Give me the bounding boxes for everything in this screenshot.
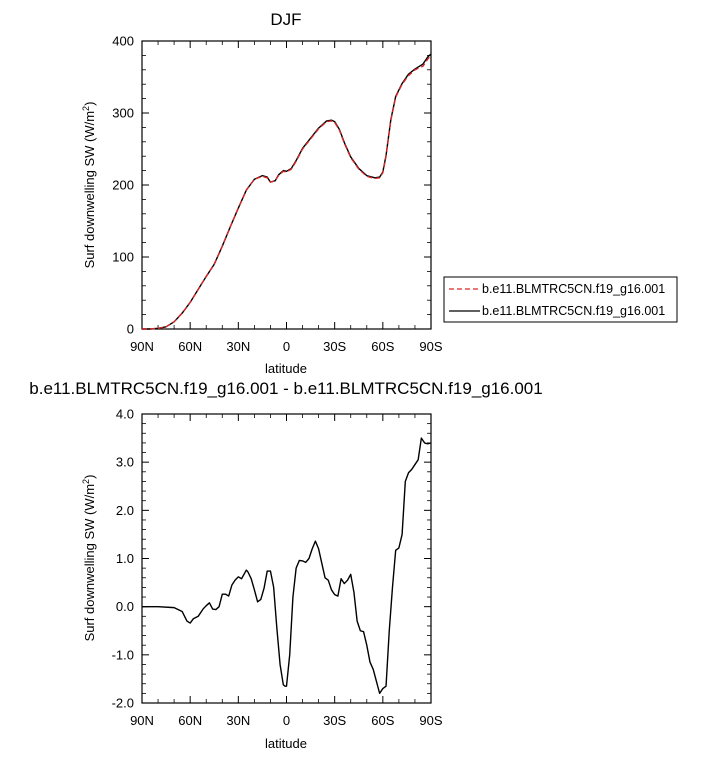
top-series-line-1	[142, 54, 432, 330]
top-y-tick-label: 400	[112, 34, 134, 49]
bottom-x-tick-label: 60S	[371, 713, 394, 728]
bottom-x-tick-label: 0	[283, 713, 290, 728]
bottom-y-tick-label: 2.0	[116, 503, 134, 518]
bottom-x-tick-label: 30S	[323, 713, 346, 728]
bottom-y-axis-label: Surf downwelling SW (W/m2)	[81, 475, 97, 642]
top-series-line-2	[142, 53, 432, 330]
bottom-y-tick-label: -2.0	[112, 696, 134, 711]
top-y-tick-label: 200	[112, 178, 134, 193]
top-plot-frame	[141, 40, 432, 330]
legend: b.e11.BLMTRC5CN.f19_g16.001 b.e11.BLMTRC…	[443, 276, 678, 323]
top-x-tick-label: 60S	[371, 339, 394, 354]
bottom-series-lines	[142, 437, 432, 695]
top-x-tick-label: 30N	[226, 339, 250, 354]
legend-box	[443, 276, 678, 323]
top-panel: DJF 90N 60N 30N 0 30S 60S 90S 0 100 200 300 400 lat…	[81, 10, 678, 376]
bottom-y-axis-label-base: Surf downwelling SW (W/m	[82, 484, 97, 641]
top-x-tick-label: 0	[283, 339, 290, 354]
bottom-y-tick-label: -1.0	[112, 647, 134, 662]
bottom-axis-ticks: 90N 60N 30N 0 30S 60S 90S -2.0 -1.0 0.0 1.0 2.0 3.0 4…	[112, 407, 443, 729]
bottom-x-tick-label: 30N	[226, 713, 250, 728]
top-x-tick-label: 90N	[130, 339, 154, 354]
bottom-y-tick-label: 1.0	[116, 551, 134, 566]
top-y-tick-label: 100	[112, 250, 134, 265]
legend-label-series-1: b.e11.BLMTRC5CN.f19_g16.001	[482, 282, 665, 296]
bottom-y-tick-label: 4.0	[116, 407, 134, 422]
top-chart-title: DJF	[270, 10, 301, 29]
top-y-axis-label: Surf downwelling SW (W/m2)	[81, 102, 97, 269]
bottom-x-tick-label: 90S	[419, 713, 442, 728]
bottom-panel: b.e11.BLMTRC5CN.f19_g16.001 - b.e11.BLMT…	[29, 379, 542, 751]
bottom-x-axis-label: latitude	[265, 736, 307, 751]
top-x-tick-label: 60N	[178, 339, 202, 354]
top-y-axis-label-tail: )	[82, 102, 97, 106]
top-x-tick-label: 30S	[323, 339, 346, 354]
top-x-axis-label: latitude	[265, 361, 307, 376]
top-y-axis-label-base: Surf downwelling SW (W/m	[82, 111, 97, 268]
bottom-y-axis-label-sup: 2	[81, 479, 91, 484]
bottom-y-axis-label-tail: )	[82, 475, 97, 479]
legend-label-series-2: b.e11.BLMTRC5CN.f19_g16.001	[482, 304, 665, 318]
top-axis-ticks: 90N 60N 30N 0 30S 60S 90S 0 100 200 300 400	[112, 34, 443, 355]
bottom-x-tick-label: 60N	[178, 713, 202, 728]
bottom-y-tick-label: 0.0	[116, 599, 134, 614]
bottom-y-tick-label: 3.0	[116, 455, 134, 470]
top-y-tick-label: 0	[127, 322, 134, 337]
top-y-tick-label: 300	[112, 106, 134, 121]
bottom-series-line-1	[142, 437, 432, 695]
bottom-chart-title: b.e11.BLMTRC5CN.f19_g16.001 - b.e11.BLMT…	[29, 379, 542, 398]
top-x-tick-label: 90S	[419, 339, 442, 354]
top-series-lines	[142, 53, 432, 330]
top-y-axis-label-sup: 2	[81, 106, 91, 111]
bottom-x-tick-label: 90N	[130, 713, 154, 728]
